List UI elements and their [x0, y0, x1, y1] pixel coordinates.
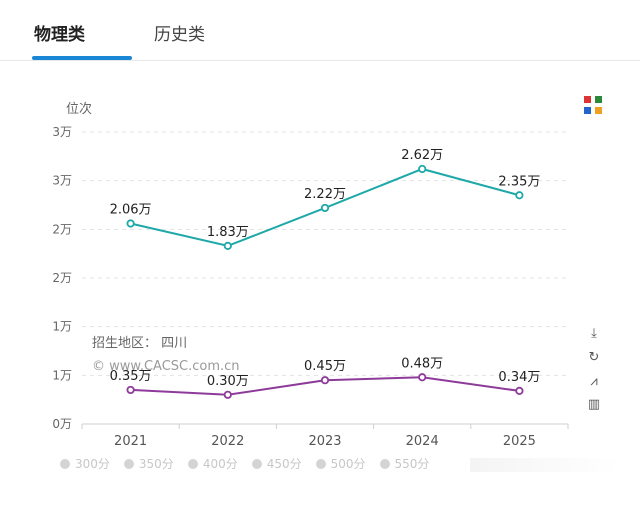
tab-bar: 物理类 历史类: [0, 0, 640, 61]
legend-dot-icon: [315, 458, 326, 469]
legend-label: 350分: [138, 457, 174, 471]
line-chart-icon[interactable]: ⩘: [590, 374, 598, 389]
y-tick-label: 2万: [52, 222, 72, 236]
site-logo-icon: [583, 95, 603, 115]
x-tick-label: 2023: [308, 434, 341, 449]
x-tick-label: 2022: [211, 434, 244, 449]
watermark-region: 招生地区： 四川: [92, 336, 187, 351]
data-point: [515, 191, 524, 200]
tab-history[interactable]: 历史类: [154, 25, 205, 45]
legend-label: 500分: [330, 457, 366, 471]
tab-physics[interactable]: 物理类: [34, 25, 85, 45]
data-point: [418, 373, 427, 382]
y-tick-label: 0万: [52, 417, 72, 431]
legend-dot-icon: [60, 458, 70, 469]
data-label: 2.22万: [304, 187, 346, 202]
data-label: 0.35万: [110, 369, 152, 384]
y-tick-label: 1万: [52, 320, 72, 334]
refresh-icon[interactable]: ↻: [588, 350, 600, 365]
data-point: [126, 385, 135, 395]
data-label: 2.62万: [401, 148, 443, 163]
series-teal: 2.06万 1.83万 2.22万 2.62万 2.35万: [110, 148, 540, 250]
data-label: 0.48万: [401, 356, 443, 371]
legend: 300分 350分 400分 450分 500分 550分: [60, 455, 429, 472]
legend-item[interactable]: 400分: [187, 455, 238, 472]
legend-label: 450分: [266, 457, 302, 471]
legend-item[interactable]: 550分: [379, 455, 430, 472]
x-tick-label: 2021: [114, 434, 147, 449]
data-label: 0.30万: [207, 374, 249, 389]
data-point: [126, 219, 135, 228]
active-tab-indicator: [32, 56, 132, 60]
y-tick-label: 3万: [52, 174, 72, 188]
data-label: 2.06万: [110, 202, 152, 217]
data-point: [320, 203, 330, 213]
data-label: 0.45万: [304, 359, 346, 374]
legend-scroll-fade: [470, 458, 620, 472]
x-tick-label: 2024: [406, 434, 439, 449]
series-purple: 0.35万 0.30万 0.45万 0.48万 0.34万: [110, 356, 540, 399]
y-axis-title: 位次: [66, 102, 93, 117]
y-tick-label: 1万: [52, 368, 72, 382]
data-point: [223, 390, 232, 399]
legend-label: 550分: [394, 457, 430, 471]
x-tick-label: 2025: [503, 434, 536, 449]
data-point: [418, 164, 427, 174]
legend-item[interactable]: 350分: [123, 455, 174, 472]
legend-dot-icon: [187, 458, 198, 469]
legend-dot-icon: [123, 458, 134, 469]
y-tick-label: 3万: [52, 125, 72, 139]
data-point: [320, 376, 330, 385]
legend-dot-icon: [251, 458, 262, 469]
legend-label: 400分: [202, 457, 238, 471]
data-label: 2.35万: [498, 174, 540, 189]
data-label: 0.34万: [498, 370, 540, 385]
download-icon[interactable]: ⤓: [591, 326, 597, 341]
legend-item[interactable]: 450分: [251, 455, 302, 472]
data-label: 1.83万: [207, 225, 249, 240]
legend-item[interactable]: 300分: [60, 455, 110, 472]
legend-item[interactable]: 500分: [315, 455, 366, 472]
bar-chart-icon[interactable]: ▥: [587, 397, 601, 412]
data-point: [515, 386, 524, 396]
legend-label: 300分: [75, 457, 110, 471]
legend-dot-icon: [379, 458, 390, 469]
watermark-site: © www.CACSC.com.cn: [92, 359, 240, 374]
data-point: [223, 241, 232, 250]
y-tick-label: 2万: [52, 271, 72, 285]
